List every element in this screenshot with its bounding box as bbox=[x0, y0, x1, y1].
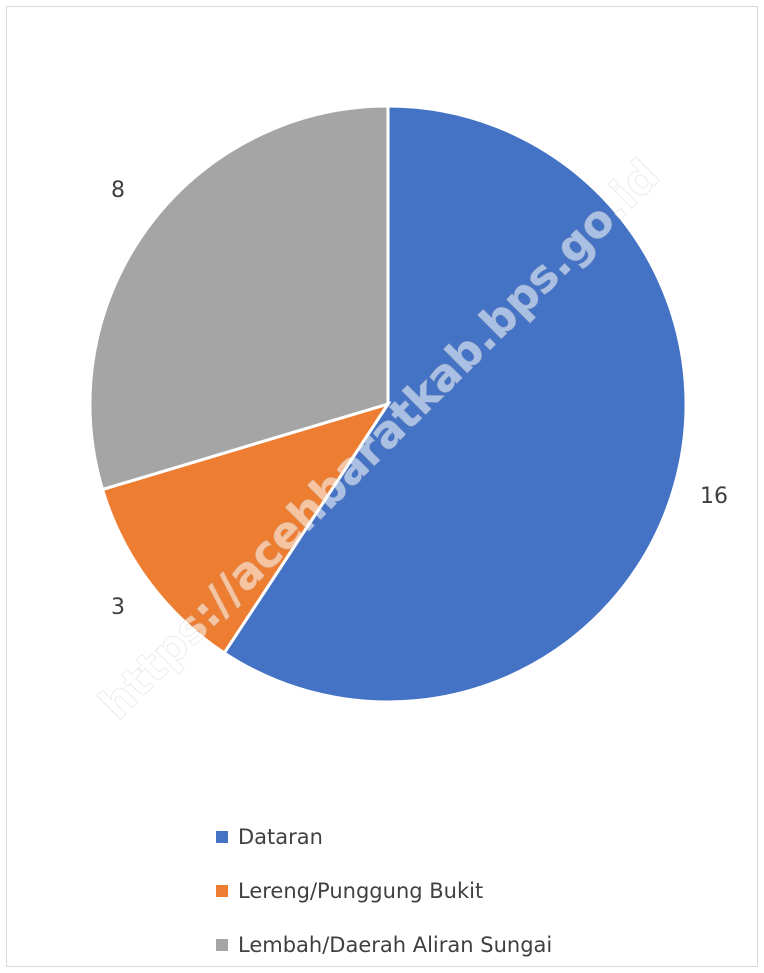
legend-label: Dataran bbox=[238, 825, 323, 849]
legend-swatch bbox=[216, 831, 228, 843]
pie-slice-dataran bbox=[222, 104, 688, 704]
legend-item-lembah: Lembah/Daerah Aliran Sungai bbox=[216, 918, 552, 972]
legend-label: Lembah/Daerah Aliran Sungai bbox=[238, 933, 553, 957]
legend-swatch bbox=[216, 939, 228, 951]
chart-legend: Dataran Lereng/Punggung Bukit Lembah/Dae… bbox=[216, 810, 552, 972]
legend-swatch bbox=[216, 885, 228, 897]
legend-item-dataran: Dataran bbox=[216, 810, 552, 864]
data-label: 3 bbox=[111, 595, 125, 620]
data-label: 16 bbox=[700, 484, 728, 509]
pie-slice-lereng-punggung-bukit bbox=[100, 401, 392, 656]
data-label: 8 bbox=[111, 178, 125, 203]
pie-slices bbox=[88, 104, 688, 704]
legend-label: Lereng/Punggung Bukit bbox=[238, 879, 484, 903]
pie-slice-lembah-daerah-aliran-sungai bbox=[88, 104, 390, 492]
legend-item-lereng: Lereng/Punggung Bukit bbox=[216, 864, 552, 918]
